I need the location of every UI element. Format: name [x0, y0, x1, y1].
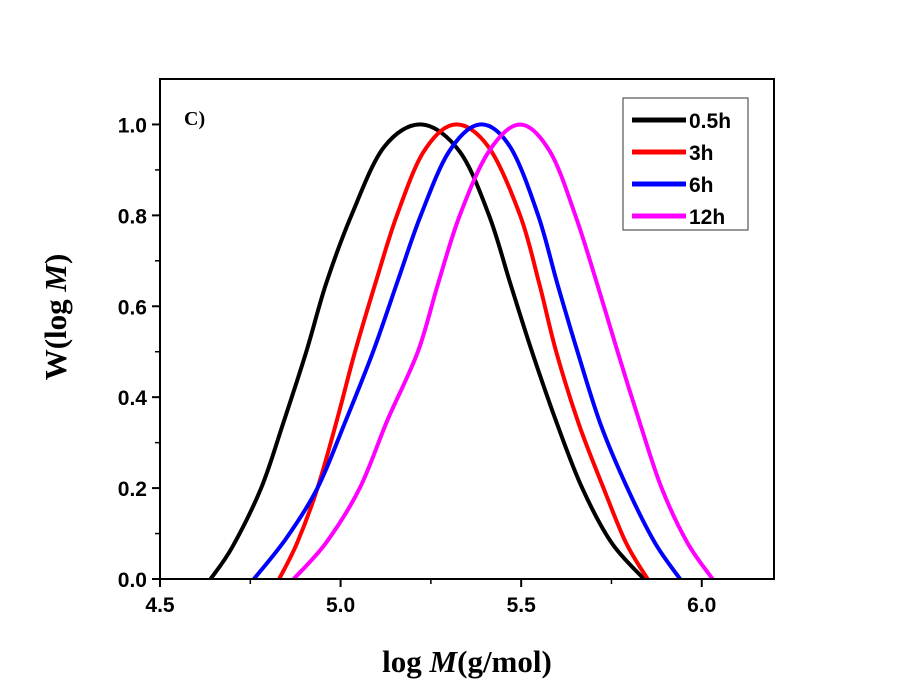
legend-label: 0.5h: [689, 110, 731, 133]
y-tick-label: 1.0: [118, 114, 147, 137]
y-axis-title-suffix: ): [38, 254, 73, 264]
legend-item: 0.5h: [632, 110, 731, 133]
y-axis-title: W(log M): [38, 254, 73, 381]
x-tick-label: 6.0: [687, 594, 716, 617]
y-tick-label: 0.6: [118, 296, 147, 319]
y-tick-label: 0.4: [118, 387, 148, 410]
series-line-0-5h: [208, 122, 646, 581]
legend-label: 3h: [689, 142, 714, 165]
y-axis-title-italic: M: [38, 263, 73, 293]
plot-frame: [159, 78, 775, 580]
legend-item: 3h: [632, 142, 714, 165]
x-tick-label: 5.0: [326, 594, 355, 617]
legend-label: 6h: [689, 174, 714, 197]
x-axis-title-italic: M: [429, 644, 459, 679]
series-line-12h: [292, 122, 715, 581]
legend-item: 6h: [632, 174, 714, 197]
legend-item: 12h: [632, 206, 725, 229]
y-tick-label: 0.2: [118, 478, 147, 501]
x-tick-label: 5.5: [507, 594, 537, 617]
series-line-6h: [252, 122, 682, 581]
x-tick-label: 4.5: [145, 594, 175, 617]
y-tick-label: 0.0: [118, 569, 147, 592]
series-line-3h: [277, 122, 650, 581]
legend-label: 12h: [689, 206, 725, 229]
ticks-layer: 4.5 5.0 5.5 6.0 0.0 0.2 0.4 0.6 0.8 1.0: [118, 114, 717, 617]
legend: 0.5h 3h 6h 12h: [622, 97, 749, 231]
panel-label: C): [184, 108, 205, 130]
y-tick-label: 0.8: [118, 205, 148, 228]
x-axis-title-suffix: (g/mol): [457, 644, 552, 679]
y-axis-title-prefix: W(log: [38, 292, 73, 381]
series-layer: [208, 122, 715, 581]
x-axis-title: log M(g/mol): [382, 644, 552, 679]
x-axis-title-prefix: log: [382, 644, 429, 679]
